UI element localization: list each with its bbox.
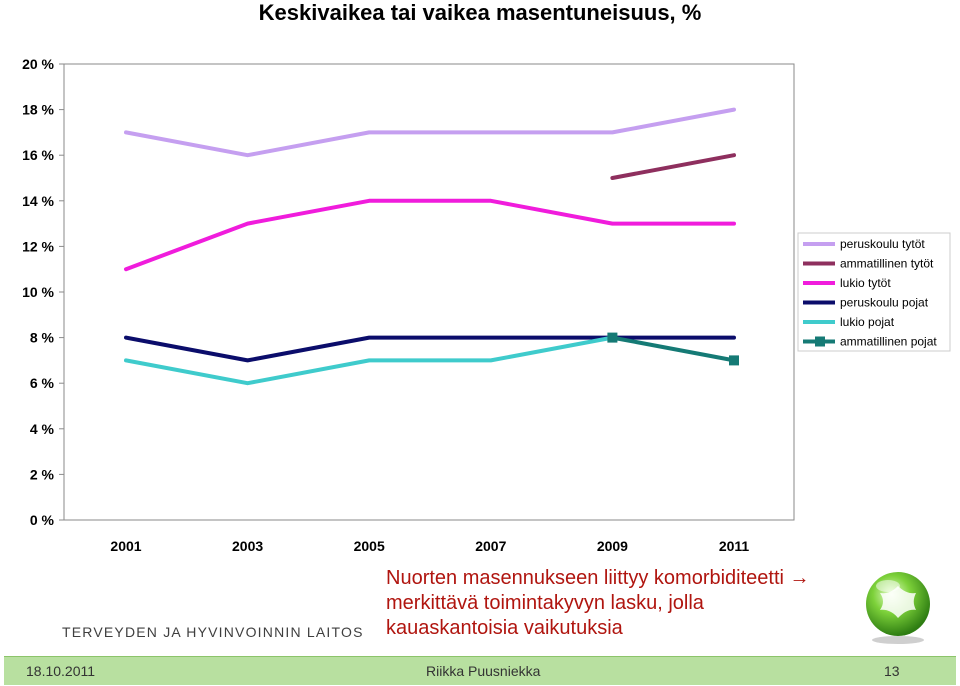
y-tick-label: 10 % <box>22 284 54 300</box>
y-tick-label: 14 % <box>22 193 54 209</box>
note-line: merkittävä toimintakyvyn lasku, jolla <box>386 592 704 614</box>
legend-label: lukio tytöt <box>840 276 891 290</box>
legend-box <box>797 232 951 352</box>
footer-author: Riikka Puusniekka <box>426 663 541 679</box>
x-tick-label: 2003 <box>232 538 263 554</box>
series-line <box>610 335 736 363</box>
legend-label: lukio pojat <box>840 315 895 329</box>
legend-label: ammatillinen tytöt <box>840 257 934 271</box>
y-tick-label: 18 % <box>22 102 54 118</box>
footer-date: 18.10.2011 <box>26 663 96 679</box>
y-tick-label: 16 % <box>22 147 54 163</box>
y-tick-label: 6 % <box>30 375 55 391</box>
footer-bar: 18.10.2011 Riikka Puusniekka 13 <box>4 656 956 685</box>
chart-title: Keskivaikea tai vaikea masentuneisuus, % <box>258 0 702 25</box>
legend-marker <box>815 336 825 347</box>
series-line <box>124 198 736 272</box>
x-tick-label: 2005 <box>354 538 385 554</box>
series-line <box>124 335 736 363</box>
data-point-marker <box>729 355 739 366</box>
series-line <box>610 153 736 180</box>
legend-label: peruskoulu tytöt <box>840 237 925 251</box>
organization-name: TERVEYDEN JA HYVINVOINNIN LAITOS <box>62 624 364 640</box>
x-tick-label: 2011 <box>719 538 750 554</box>
y-tick-label: 4 % <box>30 421 55 437</box>
line-chart: 0 % 2 % 4 % 6 % 8 % 10 % 12 % 14 % 16 % 18 % 20 % 2… <box>22 56 951 554</box>
note-text: Nuorten masennukseen liittyy komorbidite… <box>386 566 856 641</box>
y-tick-label: 20 % <box>22 56 54 72</box>
note-line: Nuorten masennukseen liittyy komorbidite… <box>386 567 810 589</box>
x-tick-label: 2009 <box>597 538 628 554</box>
x-tick-label: 2007 <box>475 538 506 554</box>
footer-page-number: 13 <box>884 663 900 679</box>
legend-label: peruskoulu pojat <box>840 296 929 310</box>
y-tick-label: 12 % <box>22 238 54 254</box>
series-line <box>124 335 615 386</box>
globe-logo-icon <box>866 572 930 644</box>
x-tick-label: 2001 <box>110 538 141 554</box>
data-point-marker <box>607 332 618 343</box>
note-line: kauaskantoisia vaikutuksia <box>386 617 623 639</box>
y-tick-label: 8 % <box>30 330 55 346</box>
plot-area <box>63 63 795 521</box>
y-tick-label: 0 % <box>30 512 55 528</box>
series-line <box>124 107 736 158</box>
y-tick-label: 2 % <box>30 466 55 482</box>
legend-label: ammatillinen pojat <box>840 335 937 349</box>
